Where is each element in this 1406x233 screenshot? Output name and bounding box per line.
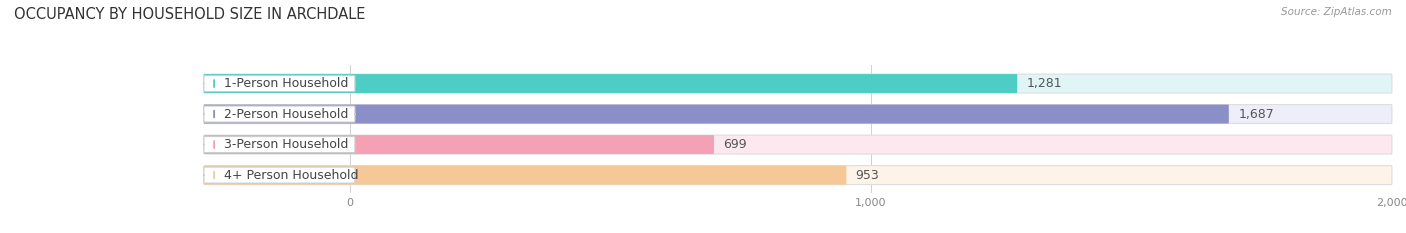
Text: OCCUPANCY BY HOUSEHOLD SIZE IN ARCHDALE: OCCUPANCY BY HOUSEHOLD SIZE IN ARCHDALE bbox=[14, 7, 366, 22]
FancyBboxPatch shape bbox=[204, 75, 354, 92]
Text: 1,281: 1,281 bbox=[1026, 77, 1063, 90]
FancyBboxPatch shape bbox=[204, 166, 1392, 185]
FancyBboxPatch shape bbox=[204, 74, 1018, 93]
Text: 4+ Person Household: 4+ Person Household bbox=[224, 169, 359, 182]
Text: 953: 953 bbox=[856, 169, 880, 182]
FancyBboxPatch shape bbox=[204, 135, 714, 154]
FancyBboxPatch shape bbox=[204, 167, 354, 183]
FancyBboxPatch shape bbox=[204, 135, 1392, 154]
Text: 1-Person Household: 1-Person Household bbox=[224, 77, 349, 90]
Text: 2-Person Household: 2-Person Household bbox=[224, 108, 349, 120]
FancyBboxPatch shape bbox=[204, 74, 1392, 93]
FancyBboxPatch shape bbox=[204, 137, 354, 153]
Text: 3-Person Household: 3-Person Household bbox=[224, 138, 349, 151]
Text: Source: ZipAtlas.com: Source: ZipAtlas.com bbox=[1281, 7, 1392, 17]
Text: 1,687: 1,687 bbox=[1239, 108, 1274, 120]
FancyBboxPatch shape bbox=[204, 166, 846, 185]
FancyBboxPatch shape bbox=[204, 106, 354, 122]
FancyBboxPatch shape bbox=[204, 105, 1229, 123]
Text: 699: 699 bbox=[724, 138, 747, 151]
FancyBboxPatch shape bbox=[204, 105, 1392, 123]
